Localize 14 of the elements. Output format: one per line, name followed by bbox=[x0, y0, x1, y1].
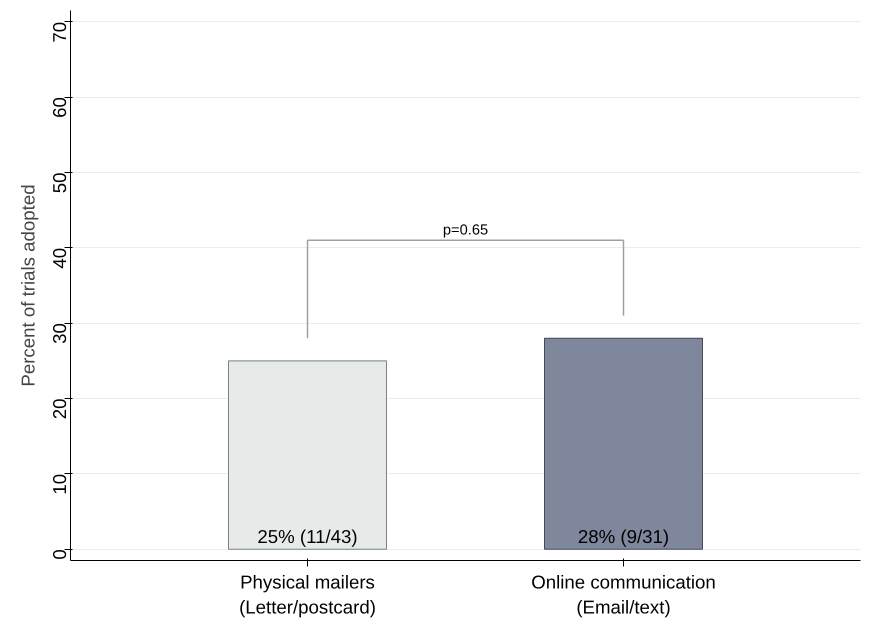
y-tick-label: 60 bbox=[49, 97, 70, 118]
x-tick-label: Physical mailers (Letter/postcard) bbox=[239, 572, 376, 618]
annotation: p=0.65 bbox=[442, 222, 488, 238]
x-tick-label: Online communication (Email/text) bbox=[531, 572, 716, 618]
y-tick-label: 10 bbox=[49, 474, 70, 495]
y-axis-title: Percent of trials adopted bbox=[18, 184, 38, 387]
y-tick-label: 70 bbox=[49, 22, 70, 43]
y-tick-label: 20 bbox=[49, 398, 70, 420]
y-tick-label: 40 bbox=[49, 248, 70, 269]
data-label: 25% (11/43) bbox=[257, 526, 358, 548]
y-tick-label: 30 bbox=[49, 323, 70, 344]
y-tick-label: 50 bbox=[49, 172, 70, 194]
y-tick-label: 0 bbox=[49, 549, 70, 560]
data-label: 28% (9/31) bbox=[578, 526, 670, 548]
